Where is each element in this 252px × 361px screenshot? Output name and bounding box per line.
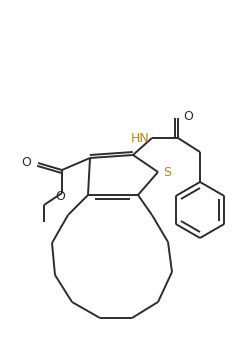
Text: HN: HN	[131, 132, 149, 145]
Text: O: O	[55, 190, 65, 203]
Text: O: O	[182, 109, 192, 122]
Text: O: O	[21, 157, 31, 170]
Text: S: S	[162, 166, 170, 179]
